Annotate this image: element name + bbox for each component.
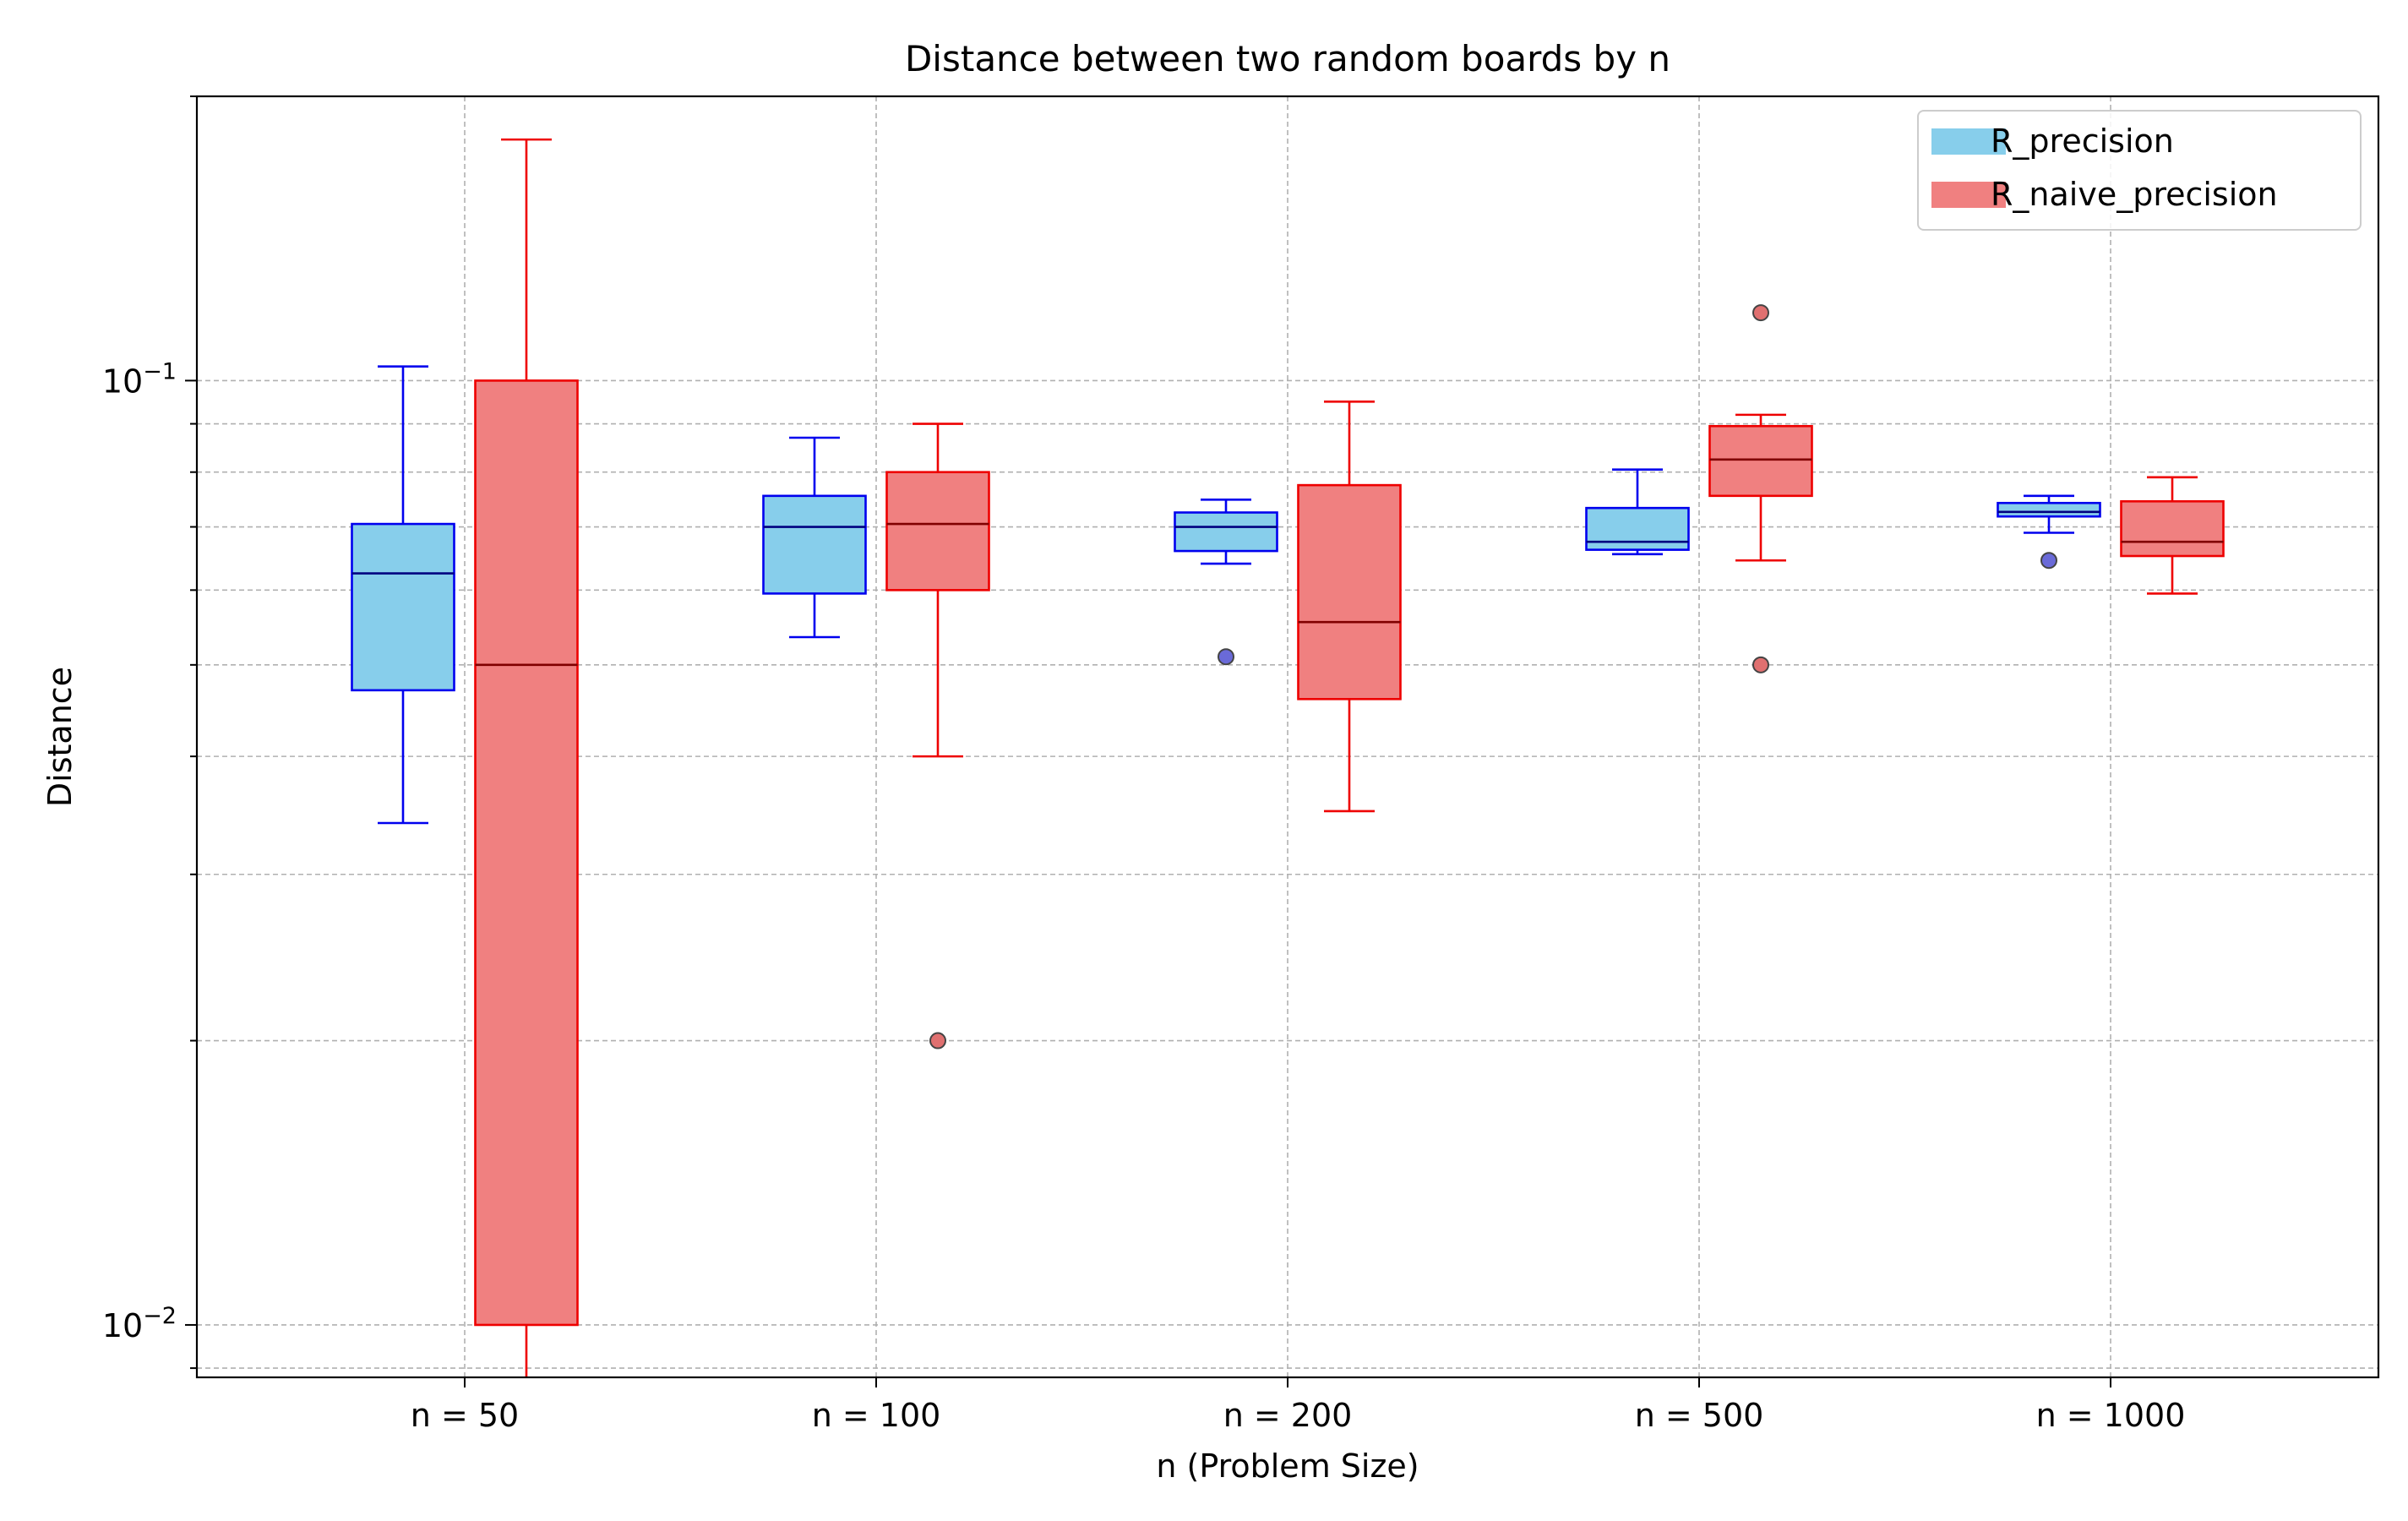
box-iqr bbox=[762, 494, 867, 595]
x-axis-label: n (Problem Size) bbox=[1156, 1447, 1419, 1485]
box-r-precision bbox=[1174, 499, 1278, 666]
box-iqr bbox=[474, 379, 579, 1327]
box-iqr bbox=[1997, 501, 2101, 518]
box-iqr bbox=[1297, 483, 1402, 701]
y-axis-label: Distance bbox=[41, 667, 79, 807]
legend-swatch-r-precision bbox=[1931, 128, 2006, 155]
x-tick-label: n = 100 bbox=[812, 1397, 941, 1434]
box-r-naive-precision bbox=[1297, 401, 1402, 813]
legend: R_precision R_naive_precision bbox=[1917, 110, 2362, 231]
chart-title: Distance between two random boards by n bbox=[905, 38, 1670, 79]
outlier-point bbox=[1752, 304, 1769, 322]
outlier-point bbox=[1752, 656, 1769, 673]
box-r-precision bbox=[1585, 468, 1690, 556]
outlier-point bbox=[1218, 648, 1234, 666]
outlier-point bbox=[929, 1032, 946, 1049]
y-tick-label: 10−2 bbox=[102, 1303, 177, 1344]
legend-label-r-naive-precision: R_naive_precision bbox=[1991, 176, 2278, 213]
box-r-naive-precision bbox=[474, 138, 579, 1377]
box-iqr bbox=[885, 471, 990, 592]
x-tick-label: n = 200 bbox=[1223, 1397, 1353, 1434]
legend-frame bbox=[1917, 110, 2362, 231]
legend-swatch-r-naive-precision bbox=[1931, 182, 2006, 208]
x-tick-label: n = 1000 bbox=[2036, 1397, 2186, 1434]
box-r-precision bbox=[762, 436, 867, 639]
box-r-precision bbox=[351, 365, 455, 825]
box-iqr bbox=[1174, 511, 1278, 553]
box-iqr bbox=[351, 522, 455, 692]
legend-label-r-precision: R_precision bbox=[1991, 123, 2174, 160]
box-r-naive-precision bbox=[2120, 476, 2225, 595]
box-r-precision bbox=[1997, 494, 2101, 570]
box-iqr bbox=[2120, 499, 2225, 558]
x-tick-label: n = 500 bbox=[1635, 1397, 1764, 1434]
x-tick-label: n = 50 bbox=[411, 1397, 519, 1434]
box-r-naive-precision bbox=[1708, 304, 1813, 673]
y-tick-label: 10−1 bbox=[102, 358, 177, 400]
box-r-naive-precision bbox=[885, 422, 990, 1049]
box-iqr bbox=[1585, 506, 1690, 551]
axes: n = 50 n = 100 n = 200 n = 500 n = 1000 10−1 1… bbox=[102, 95, 2186, 1434]
box-iqr bbox=[1708, 424, 1813, 498]
box-series-layer bbox=[351, 138, 2225, 1377]
outlier-point bbox=[2040, 552, 2057, 570]
